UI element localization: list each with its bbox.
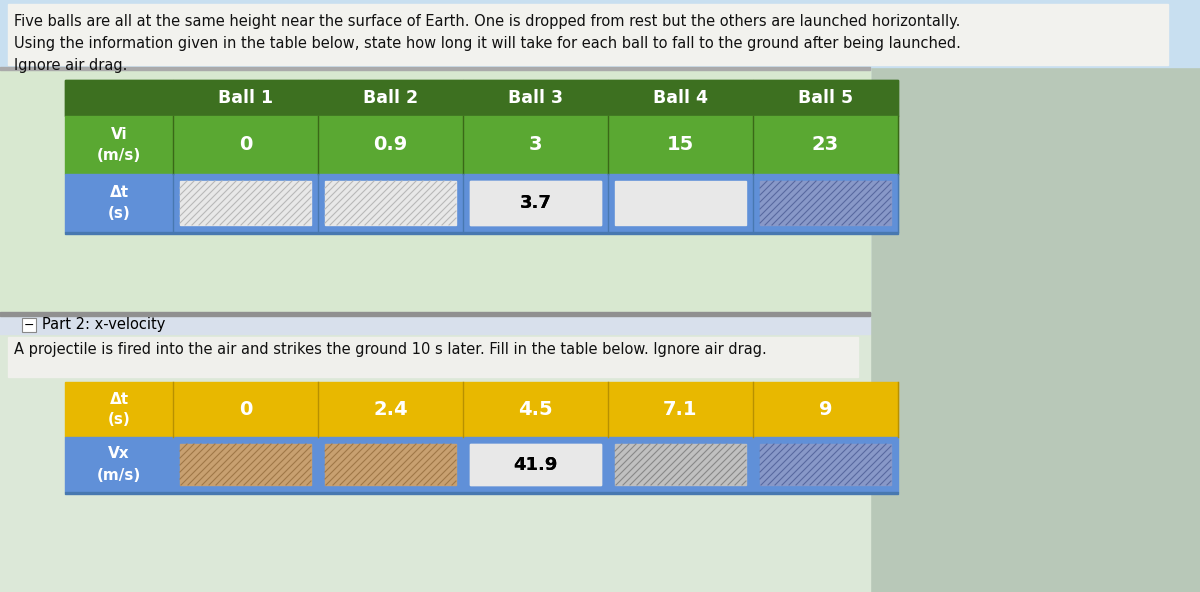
Text: Ball 2: Ball 2 [362,89,418,107]
Text: 0: 0 [239,400,252,419]
Bar [65,492,898,494]
Text: Ball 5: Ball 5 [798,89,853,107]
Text: Δt
(s): Δt (s) [108,185,131,221]
Text: 9: 9 [818,400,833,419]
Text: 3.7: 3.7 [520,194,552,212]
Text: Ball 3: Ball 3 [508,89,563,107]
Bar [0,0,1200,67]
Text: −: − [24,318,35,332]
Bar [0,70,870,312]
Bar [470,181,601,225]
Text: A projectile is fired into the air and strikes the ground 10 s later. Fill in th: A projectile is fired into the air and s… [14,342,767,357]
Bar [325,444,456,485]
Text: 3.7: 3.7 [520,194,552,212]
Text: Ignore air drag.: Ignore air drag. [14,58,127,73]
Bar [616,181,746,225]
Bar [0,316,870,334]
Text: 3: 3 [529,136,542,155]
Text: Five balls are all at the same height near the surface of Earth. One is dropped : Five balls are all at the same height ne… [14,14,960,29]
Bar [318,80,463,116]
Bar [65,382,898,437]
Bar [470,444,601,485]
Text: 0: 0 [239,136,252,155]
Bar [463,80,608,116]
Bar [65,80,173,116]
Bar [180,181,311,225]
Text: 41.9: 41.9 [514,455,558,474]
Bar [0,67,870,70]
Bar [180,444,311,485]
Bar [22,318,36,332]
Bar [754,80,898,116]
Bar [0,67,870,312]
Text: Using the information given in the table below, state how long it will take for : Using the information given in the table… [14,36,961,51]
Bar [8,337,858,377]
Text: 41.9: 41.9 [514,455,558,474]
Bar [760,181,890,225]
Bar [173,80,318,116]
Bar [65,232,898,234]
Bar [65,116,898,174]
Text: Δt
(s): Δt (s) [108,391,131,427]
Bar [616,444,746,485]
Text: 7.1: 7.1 [664,400,697,419]
Bar [65,80,898,116]
Bar [760,444,890,485]
Text: 23: 23 [812,136,839,155]
Bar [65,174,898,232]
Bar [0,334,870,592]
Text: 0.9: 0.9 [373,136,408,155]
Bar [0,312,870,316]
Bar [608,80,754,116]
Bar [470,181,601,225]
Text: Vi
(m/s): Vi (m/s) [97,127,142,163]
Bar [325,181,456,225]
Text: Vx
(m/s): Vx (m/s) [97,446,142,482]
Text: 4.5: 4.5 [518,400,553,419]
Bar [8,4,1168,65]
Bar [0,0,870,312]
Text: Ball 4: Ball 4 [653,89,708,107]
Text: Ball 1: Ball 1 [218,89,274,107]
Text: 15: 15 [667,136,694,155]
Bar [470,444,601,485]
Text: 2.4: 2.4 [373,400,408,419]
Bar [65,437,898,492]
Text: Part 2: x-velocity: Part 2: x-velocity [42,317,166,333]
